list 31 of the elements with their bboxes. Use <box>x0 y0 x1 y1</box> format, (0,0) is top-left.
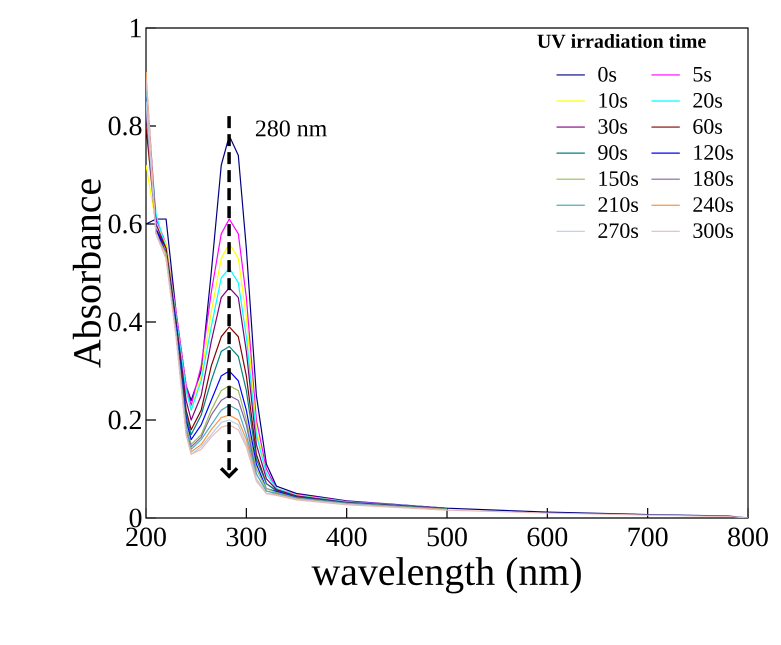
legend-label: 270s <box>598 223 638 238</box>
legend-label: 5s <box>694 67 712 82</box>
legend-label: 120s <box>694 145 734 160</box>
legend-label: 20s <box>693 92 722 108</box>
legend-label: 240s <box>693 197 734 212</box>
legend-label: 210s <box>598 197 638 212</box>
legend-label: 300s <box>693 223 734 238</box>
y-tick-label: 0.2 <box>108 410 141 430</box>
x-tick-label: 800 <box>728 528 768 546</box>
y-tick-label: 0.8 <box>108 116 142 136</box>
annotation: 280 nm <box>256 120 327 137</box>
x-tick-label: 500 <box>428 528 467 546</box>
legend-label: 180s <box>694 171 734 186</box>
y-tick-label: 0 <box>130 508 142 528</box>
y-tick-label: 0.4 <box>108 312 142 332</box>
legend-label: 90s <box>598 145 628 160</box>
legend-label: 30s <box>598 119 628 134</box>
legend-title: UV irradiation time <box>537 34 706 48</box>
legend-label: 60s <box>693 119 722 134</box>
legend-label: 150s <box>599 171 638 186</box>
x-tick-label: 400 <box>326 528 367 546</box>
legend-label: 0s <box>598 66 616 82</box>
x-tick-label: 600 <box>528 528 568 546</box>
y-tick-label: 0.6 <box>108 214 142 234</box>
y-tick-label: 1 <box>130 18 141 38</box>
legend-label: 10s <box>599 92 628 108</box>
x-tick-label: 700 <box>628 528 668 546</box>
x-tick-label: 300 <box>226 528 266 546</box>
y-axis-title: Absorbance <box>72 179 101 368</box>
x-axis-title: wavelength (nm) <box>311 557 581 594</box>
x-tick-label: 200 <box>126 528 166 546</box>
